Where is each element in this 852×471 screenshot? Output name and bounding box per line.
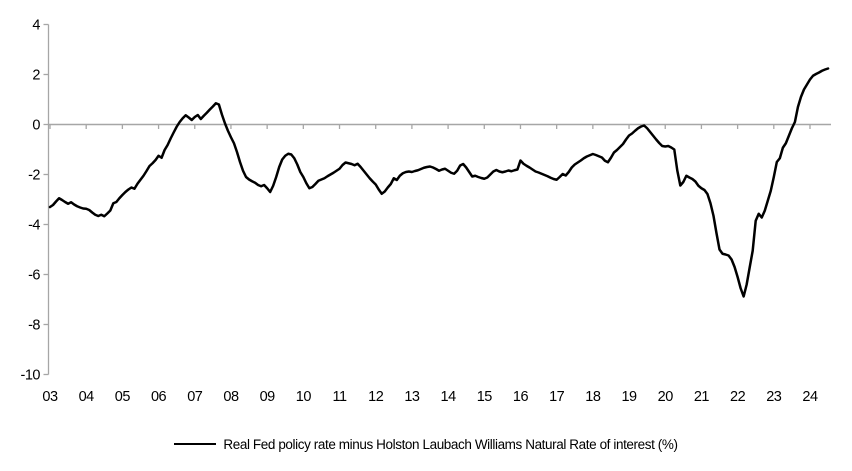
x-tick-label: 15 bbox=[477, 389, 493, 405]
x-tick-label: 18 bbox=[585, 389, 601, 405]
y-tick-label: 0 bbox=[32, 118, 40, 134]
x-tick-label: 21 bbox=[694, 389, 710, 405]
x-tick-label: 22 bbox=[730, 389, 746, 405]
x-tick-label: 19 bbox=[621, 389, 637, 405]
y-tick-label: -6 bbox=[28, 268, 40, 284]
x-axis: 03 04 05 06 07 08 09 10 11 12 13 14 15 16 17 18 19 20 21 22… bbox=[42, 123, 831, 405]
x-tick-label: 13 bbox=[404, 389, 420, 405]
x-tick-label: 12 bbox=[368, 389, 384, 405]
y-tick-label: -2 bbox=[28, 168, 40, 184]
y-tick-label: -8 bbox=[28, 318, 40, 334]
legend: Real Fed policy rate minus Holston Lauba… bbox=[0, 433, 852, 455]
legend-label: Real Fed policy rate minus Holston Lauba… bbox=[223, 436, 678, 452]
y-axis: 4 2 0 -2 -4 -6 -8 -10 bbox=[21, 18, 50, 384]
y-tick-label: 4 bbox=[32, 18, 40, 34]
x-tick-label: 05 bbox=[115, 389, 131, 405]
x-tick-label: 24 bbox=[802, 389, 818, 405]
x-tick-label: 14 bbox=[441, 389, 457, 405]
x-tick-label: 09 bbox=[260, 389, 276, 405]
y-tick-label: 2 bbox=[32, 68, 40, 84]
y-tick-label: -10 bbox=[21, 368, 41, 384]
x-tick-label: 08 bbox=[223, 389, 239, 405]
x-tick-label: 06 bbox=[151, 389, 167, 405]
x-tick-label: 04 bbox=[79, 389, 95, 405]
series-line bbox=[48, 67, 830, 298]
x-tick-label: 23 bbox=[766, 389, 782, 405]
x-tick-label: 07 bbox=[187, 389, 203, 405]
y-tick-label: -4 bbox=[28, 218, 40, 234]
x-tick-label: 03 bbox=[42, 389, 58, 405]
x-tick-label: 20 bbox=[658, 389, 674, 405]
x-tick-label: 10 bbox=[296, 389, 312, 405]
x-tick-label: 16 bbox=[513, 389, 529, 405]
x-tick-label: 11 bbox=[332, 389, 346, 405]
x-tick-label: 17 bbox=[549, 389, 565, 405]
legend-line-swatch bbox=[174, 443, 217, 445]
